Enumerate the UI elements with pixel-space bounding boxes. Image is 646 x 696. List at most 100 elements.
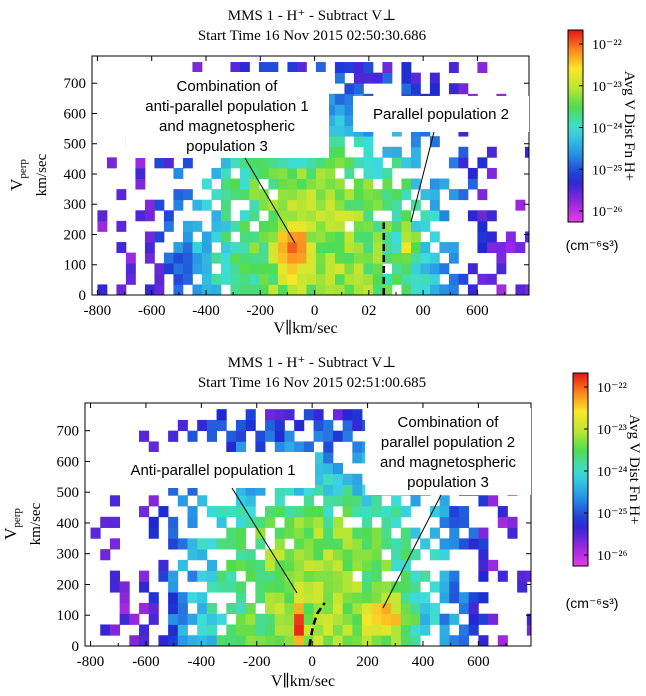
y-tick-label: 300 (64, 197, 87, 213)
y-tick-label: 300 (57, 547, 80, 563)
heatmap-cell (315, 199, 326, 211)
heatmap-cell (249, 273, 260, 285)
heatmap-cell (332, 409, 344, 421)
heatmap-cell (303, 581, 314, 593)
heatmap-cell (334, 136, 345, 148)
heatmap-cell (325, 157, 336, 169)
heatmap-cell (401, 231, 412, 243)
heatmap-cell (410, 157, 421, 169)
heatmap-cell (315, 263, 326, 275)
heatmap-cell (526, 570, 531, 582)
heatmap-cell (400, 581, 411, 593)
heatmap-cell (268, 157, 279, 169)
heatmap-cell (342, 613, 353, 625)
heatmap-cell (284, 581, 295, 593)
top-axes: -800 -600 -400 -200 0 02 00 600 0 100 200 300 400 500… (7, 56, 529, 337)
heatmap-cell (391, 189, 402, 201)
heatmap-cell (323, 538, 334, 550)
heatmap-cell (274, 602, 285, 615)
heatmap-cell (235, 538, 247, 550)
heatmap-cell (401, 252, 412, 264)
heatmap-cell (325, 252, 336, 264)
y-tick-label: 100 (57, 608, 80, 624)
heatmap-cell (344, 157, 355, 169)
heatmap-cell (255, 635, 266, 647)
heatmap-cell (206, 430, 217, 442)
heatmap-cell (245, 506, 256, 518)
heatmap-cell (323, 613, 334, 625)
heatmap-cell (216, 613, 227, 625)
heatmap-cell (477, 231, 488, 243)
heatmap-cell (382, 199, 393, 211)
heatmap-cell (265, 635, 276, 647)
heatmap-cell (177, 495, 188, 507)
heatmap-cell (109, 581, 121, 593)
heatmap-cell (429, 273, 440, 285)
heatmap-cell (315, 242, 326, 254)
heatmap-cell (362, 506, 373, 518)
heatmap-cell (448, 242, 459, 254)
heatmap-cell (420, 570, 431, 582)
x-tick-label: -200 (247, 303, 275, 319)
heatmap-cell (362, 592, 373, 604)
heatmap-cell (109, 570, 121, 582)
heatmap-cell (429, 178, 440, 190)
heatmap-cell (449, 527, 460, 539)
top-plot-frame (91, 55, 530, 296)
heatmap-cell (505, 242, 516, 254)
heatmap-cell (323, 559, 334, 572)
heatmap-cell (296, 199, 307, 211)
heatmap-cell (226, 624, 237, 636)
heatmap-cell (334, 157, 345, 169)
heatmap-cell (401, 220, 412, 232)
heatmap-cell (371, 570, 382, 582)
y-axis-unit: km/sec (28, 502, 44, 545)
bottom-annotation-box-2 (365, 408, 531, 495)
heatmap-cell (449, 570, 460, 582)
heatmap-cell (258, 263, 269, 275)
heatmap-cell (235, 516, 247, 528)
heatmap-cell (488, 559, 499, 572)
bottom-annotation-1-pointer (231, 487, 298, 594)
heatmap-cell (478, 495, 489, 507)
heatmap-cell (274, 581, 285, 593)
heatmap-cell (362, 581, 373, 593)
heatmap-cell (163, 252, 174, 264)
heatmap-cell (352, 538, 363, 550)
heatmap-cell (303, 516, 314, 528)
heatmap-cell (230, 273, 241, 285)
y-axis-label-main: V (7, 178, 26, 191)
heatmap-cell (515, 284, 526, 296)
heatmap-cell (467, 167, 478, 179)
heatmap-cell (158, 506, 169, 518)
heatmap-cell (381, 538, 392, 550)
heatmap-cell (362, 527, 373, 539)
heatmap-cell (168, 613, 179, 625)
heatmap-cell (391, 210, 402, 222)
heatmap-cell (353, 220, 364, 232)
heatmap-cell (410, 613, 421, 625)
heatmap-cell (429, 549, 440, 561)
heatmap-cell (323, 506, 334, 518)
heatmap-cell (448, 157, 459, 169)
heatmap-cell (429, 136, 440, 148)
heatmap-cell (352, 419, 363, 432)
heatmap-cell (381, 527, 392, 539)
bottom-annotation-2-line-4: population 3 (407, 474, 489, 491)
heatmap-cell (148, 516, 159, 528)
heatmap-cell (334, 189, 345, 201)
heatmap-cell (284, 602, 295, 615)
heatmap-cell (206, 624, 217, 636)
heatmap-cell (363, 263, 374, 275)
y-tick-label: 200 (64, 227, 87, 243)
heatmap-cell (245, 559, 256, 572)
heatmap-cell (177, 538, 188, 550)
heatmap-cell (258, 157, 269, 169)
heatmap-cell (284, 516, 295, 528)
heatmap-cell (372, 167, 383, 179)
heatmap-cell (294, 516, 305, 528)
heatmap-cell (391, 538, 402, 550)
heatmap-cell (211, 231, 222, 243)
heatmap-cell (187, 613, 198, 625)
heatmap-cell (296, 167, 307, 179)
